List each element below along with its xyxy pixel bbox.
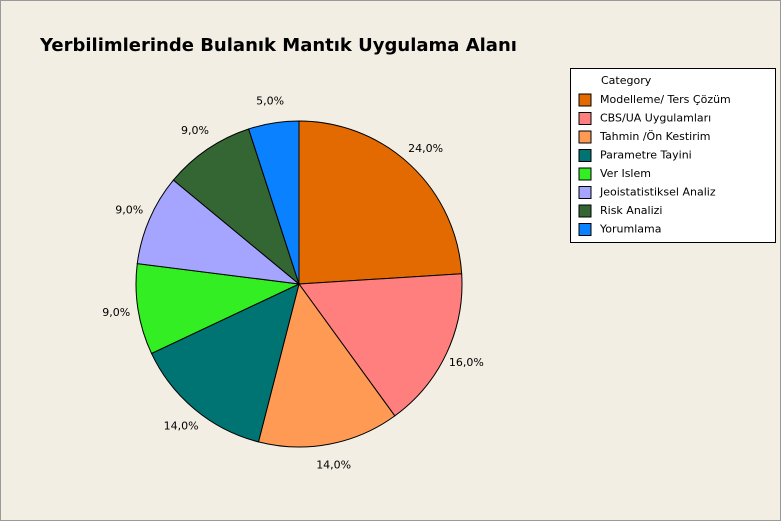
pie-slice — [135, 263, 301, 355]
data-label: 9,0% — [181, 124, 209, 137]
data-label: 16,0% — [449, 356, 484, 369]
data-label: 14,0% — [316, 459, 351, 472]
legend-label: Parametre Tayini — [600, 149, 692, 162]
legend-swatch — [578, 93, 592, 107]
pie-slice — [172, 128, 301, 286]
legend-swatch — [578, 112, 592, 125]
pie-slice — [298, 120, 463, 285]
legend-swatch — [578, 149, 592, 162]
legend-label: Tahmin /Ön Kestirim — [599, 130, 711, 143]
pie-slice — [247, 120, 300, 285]
chart-title: Yerbilimlerinde Bulanık Mantık Uygulama … — [39, 35, 517, 56]
legend-label: Jeoistatistiksel Analiz — [599, 186, 716, 199]
legend-swatch — [578, 130, 592, 144]
pie-slice — [136, 179, 301, 285]
legend-box — [570, 68, 776, 243]
data-label: 5,0% — [256, 94, 284, 107]
legend-swatch — [578, 204, 592, 218]
pie-slice — [150, 283, 300, 443]
data-label: 24,0% — [408, 142, 443, 155]
pie-slice — [257, 282, 396, 448]
legend-label: Yorumlama — [599, 223, 661, 236]
legend-label: Risk Analizi — [600, 204, 662, 217]
legend-swatch — [578, 186, 592, 199]
data-label: 9,0% — [115, 204, 143, 217]
legend-title: Category — [601, 74, 652, 87]
legend-label: Ver Islem — [600, 167, 651, 180]
legend-label: Modelleme/ Ters Çözüm — [600, 93, 731, 106]
legend-swatch — [578, 223, 592, 236]
legend-swatch — [578, 167, 592, 181]
data-label: 9,0% — [102, 306, 130, 319]
legend-label: CBS/UA Uygulamları — [600, 112, 711, 125]
data-label: 14,0% — [164, 420, 199, 433]
pie-slice — [298, 273, 463, 417]
